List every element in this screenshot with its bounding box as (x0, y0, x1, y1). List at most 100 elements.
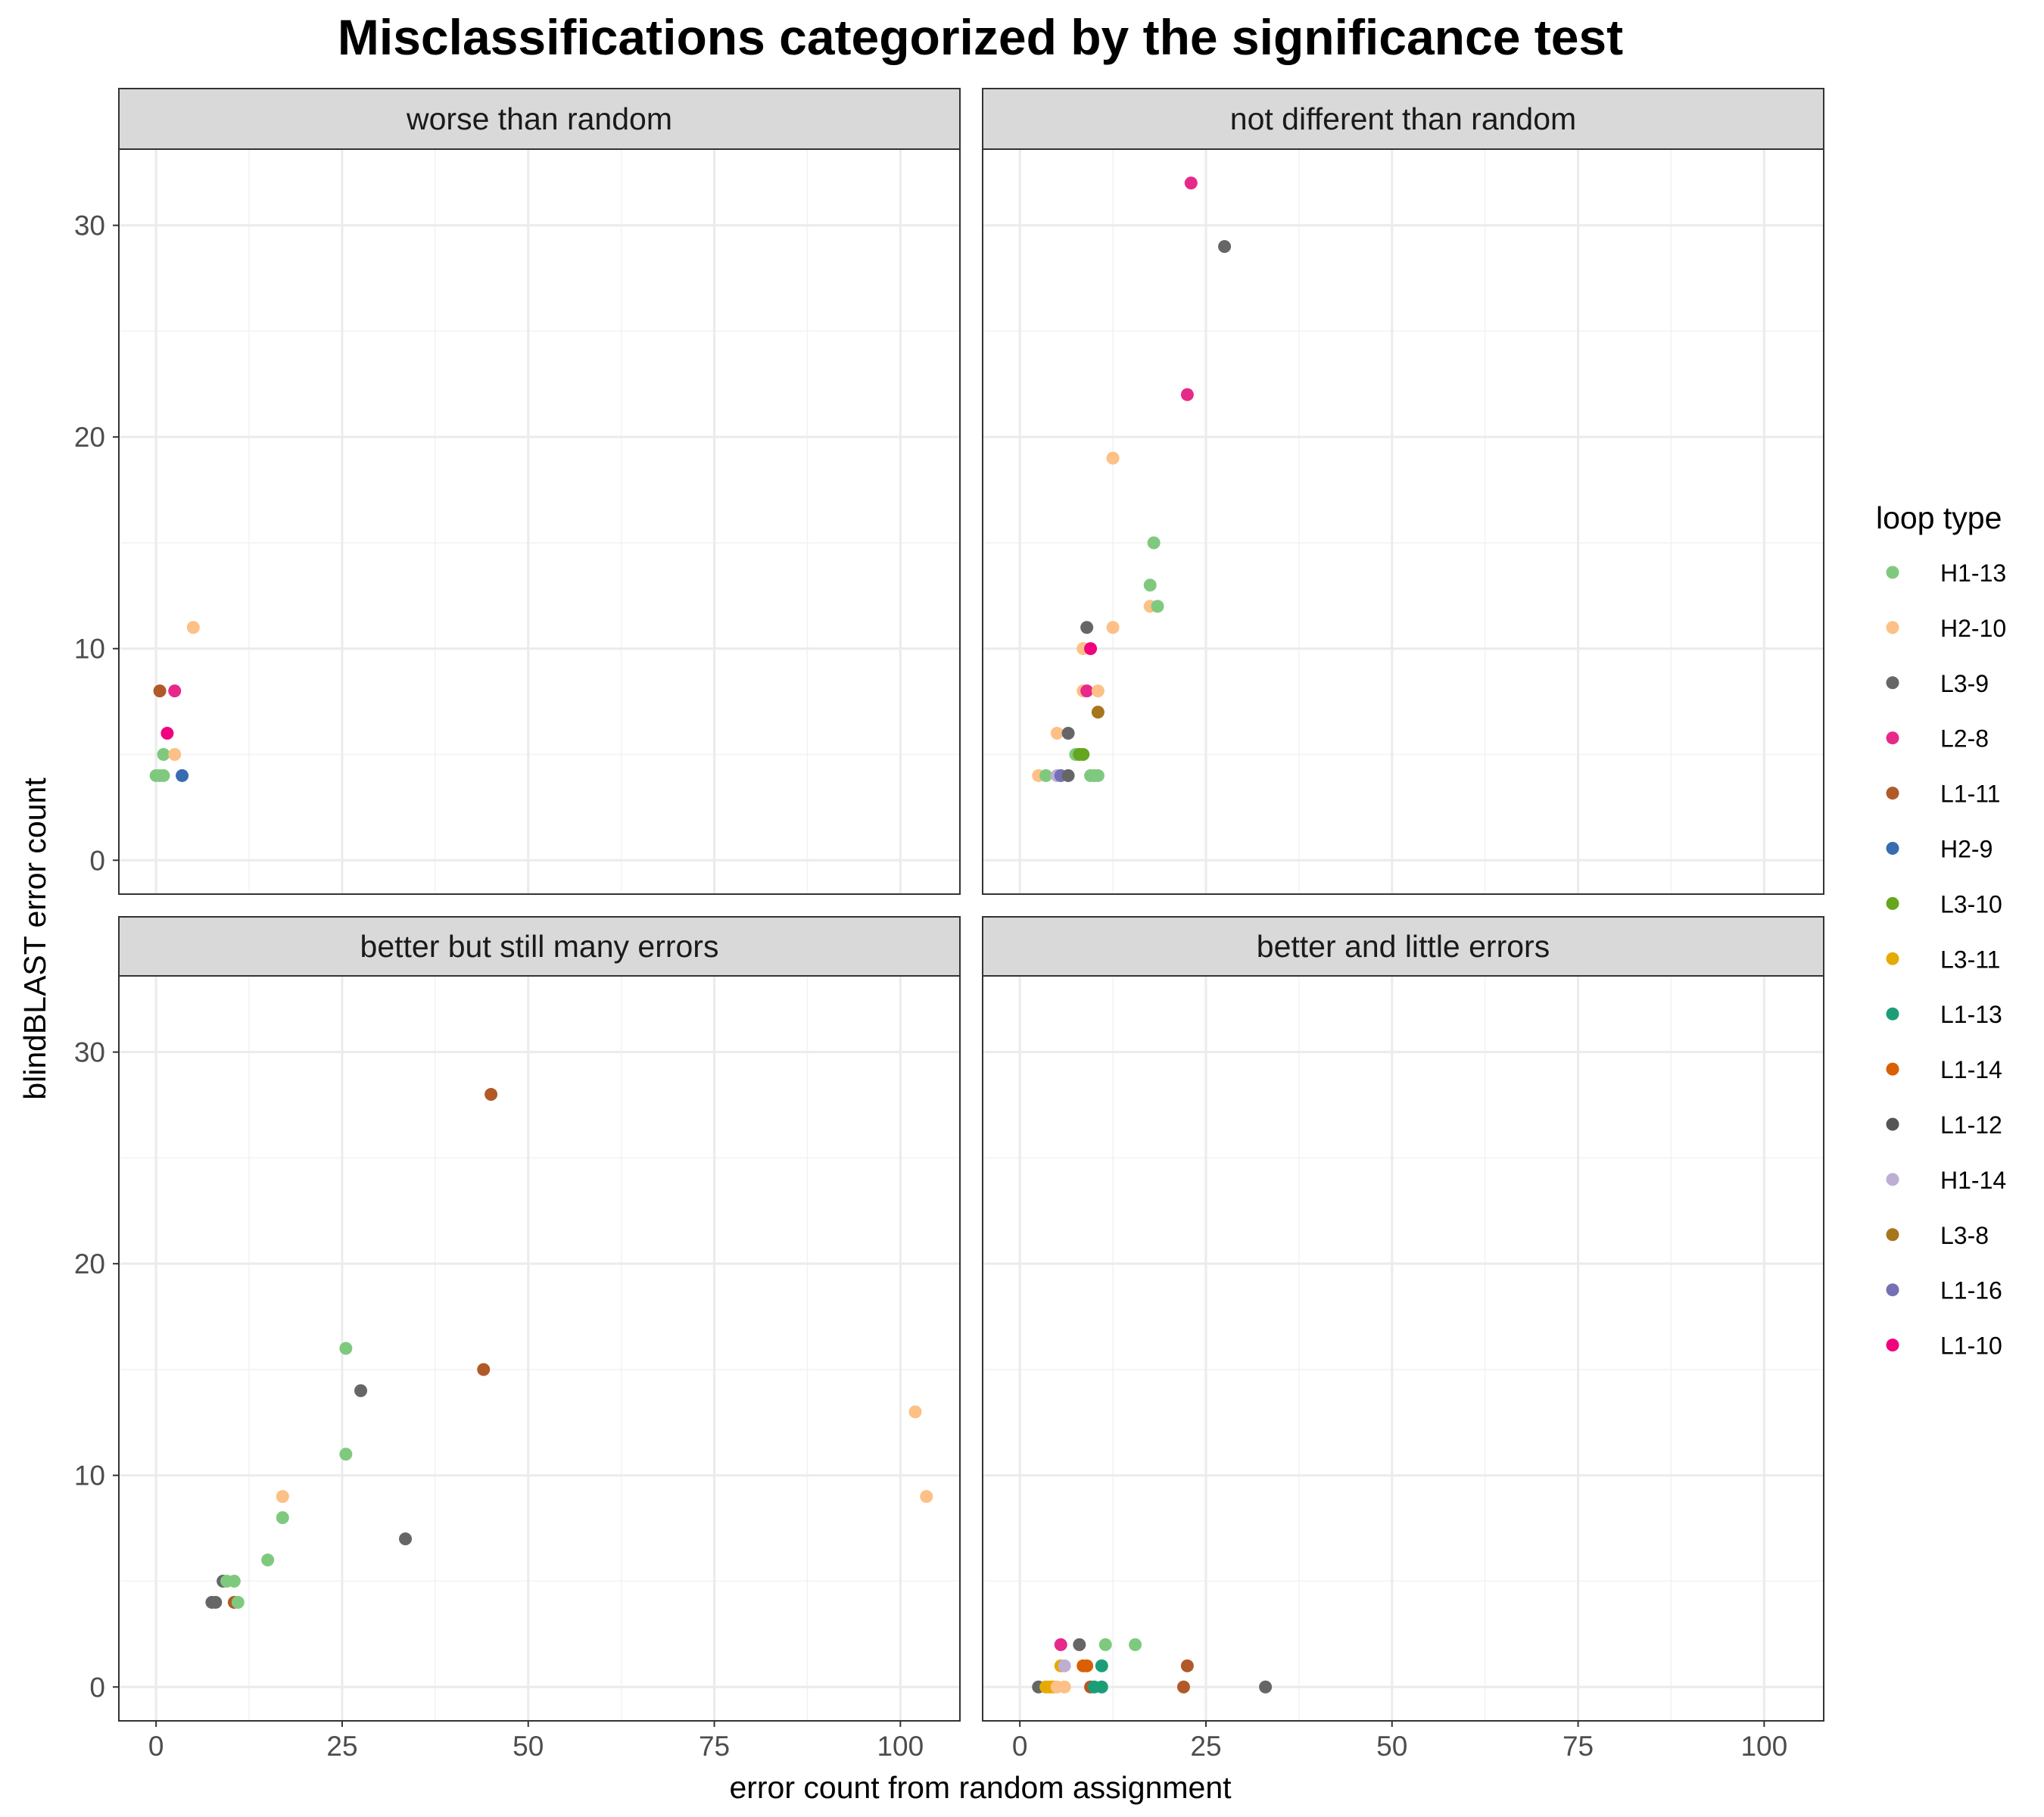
data-point (1080, 621, 1094, 634)
data-point (477, 1363, 491, 1376)
legend-key (1886, 676, 1899, 690)
legend-label: L3-10 (1940, 890, 2002, 918)
legend: loop type H1-13 H2-10 L3-9 L2-8 L1-11 H2-9 L3-1… (1876, 500, 2006, 1360)
y-tick-label: 10 (74, 634, 105, 665)
data-point (1058, 1680, 1071, 1694)
x-tick-label: 50 (1376, 1731, 1407, 1762)
panel-strip-label: better and little errors (1257, 929, 1550, 964)
data-point (160, 727, 174, 740)
data-point (168, 684, 182, 698)
data-point (276, 1511, 289, 1525)
data-point (1259, 1680, 1273, 1694)
chart-title: Misclassifications categorized by the si… (338, 9, 1623, 65)
data-point (1091, 768, 1105, 782)
x-tick-label: 100 (877, 1731, 924, 1762)
legend-key (1886, 731, 1899, 745)
data-point (231, 1595, 245, 1609)
legend-item: H2-9 (1886, 836, 1993, 863)
panel-border (118, 148, 961, 895)
x-tick-label: 75 (699, 1731, 730, 1762)
legend-item: L1-12 (1886, 1111, 2002, 1139)
y-tick-label: 10 (74, 1460, 105, 1491)
legend-item: L1-13 (1886, 1001, 2002, 1028)
legend-item: L3-10 (1886, 890, 2002, 918)
data-point (157, 768, 170, 782)
data-point (1180, 1659, 1194, 1672)
legend-label: L3-11 (1940, 946, 2000, 973)
panel: better and little errors 0 25 50 75 100 (982, 916, 1824, 1762)
panel-border (118, 975, 961, 1722)
panel: not different than random (982, 88, 1824, 895)
data-point (1151, 600, 1164, 613)
legend-label: H2-9 (1940, 836, 1993, 863)
data-point (276, 1490, 289, 1504)
data-point (1106, 451, 1120, 465)
legend-label: L3-8 (1940, 1222, 1989, 1249)
data-point (1091, 684, 1105, 698)
x-tick-label: 25 (1190, 1731, 1221, 1762)
legend-key (1886, 1007, 1899, 1021)
data-point (1080, 684, 1094, 698)
y-tick-label: 20 (74, 1248, 105, 1279)
legend-key (1886, 1062, 1899, 1076)
legend-key (1886, 1283, 1899, 1297)
data-point (1050, 727, 1064, 740)
data-point (1129, 1638, 1142, 1651)
legend-label: H1-13 (1940, 559, 2006, 587)
y-tick-label: 30 (74, 1037, 105, 1068)
data-point (1218, 240, 1232, 254)
legend-item: L1-11 (1886, 781, 2000, 808)
data-point (153, 684, 167, 698)
legend-item: H1-13 (1886, 559, 2006, 587)
data-point (908, 1405, 922, 1419)
legend-label: L1-14 (1940, 1056, 2002, 1083)
y-axis-title: blindBLAST error count (17, 778, 52, 1100)
data-point (1098, 1638, 1112, 1651)
data-point (1058, 1659, 1071, 1672)
panel-border (982, 148, 1824, 895)
x-tick-label: 0 (148, 1731, 164, 1762)
x-tick-label: 0 (1012, 1731, 1028, 1762)
data-point (227, 1575, 241, 1588)
data-point (209, 1595, 223, 1609)
panels-layer: worse than random 0 10 20 30 not different th… (74, 88, 1824, 1762)
legend-key (1886, 1173, 1899, 1186)
legend-label: L1-13 (1940, 1001, 2002, 1028)
legend-key (1886, 621, 1899, 634)
legend-key (1886, 1228, 1899, 1242)
legend-title: loop type (1876, 500, 2002, 535)
legend-key (1886, 952, 1899, 965)
x-tick-label: 50 (513, 1731, 544, 1762)
legend-key (1886, 787, 1899, 800)
legend-item: H2-10 (1886, 615, 2006, 642)
data-point (1077, 748, 1090, 761)
panel-strip (118, 88, 961, 150)
data-point (1080, 1659, 1094, 1672)
legend-item: L1-16 (1886, 1277, 2002, 1304)
legend-label: L1-10 (1940, 1332, 2002, 1360)
data-point (1039, 768, 1053, 782)
legend-key (1886, 1117, 1899, 1131)
legend-item: L3-9 (1886, 670, 1989, 697)
panel: worse than random 0 10 20 30 (74, 88, 961, 895)
legend-label: L2-8 (1940, 725, 1989, 753)
x-axis-title: error count from random assignment (729, 1770, 1232, 1805)
data-point (339, 1342, 353, 1355)
data-point (1106, 621, 1120, 634)
y-tick-label: 20 (74, 422, 105, 453)
legend-item: L1-14 (1886, 1056, 2002, 1083)
panel-strip (982, 916, 1824, 977)
data-point (1176, 1680, 1190, 1694)
data-point (1061, 727, 1075, 740)
data-point (399, 1532, 413, 1546)
data-point (1095, 1659, 1108, 1672)
data-point (354, 1384, 368, 1398)
legend-item: L3-8 (1886, 1222, 1989, 1249)
x-tick-label: 75 (1563, 1731, 1594, 1762)
data-point (261, 1554, 275, 1567)
panel-strip-label: better but still many errors (360, 929, 719, 964)
panel-border (982, 975, 1824, 1722)
data-point (157, 748, 170, 761)
data-point (176, 768, 189, 782)
panel: better but still many errors 0 10 20 30 0 25 50… (74, 916, 961, 1762)
